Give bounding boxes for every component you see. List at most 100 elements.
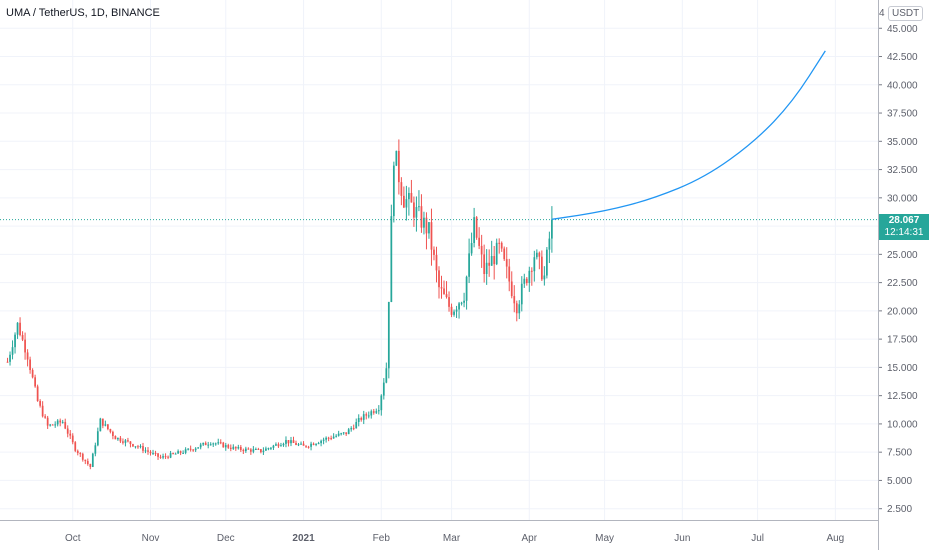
candle-body [177, 451, 179, 454]
candle [380, 394, 383, 416]
candle-body [410, 192, 413, 203]
candle-body [508, 266, 511, 282]
candle-body [408, 192, 410, 200]
candle [365, 412, 368, 420]
candle [322, 437, 325, 445]
candle [292, 436, 295, 444]
last-price-tag: 28.067 12:14:31 [879, 213, 929, 240]
x-tick-label: Jun [674, 533, 690, 544]
candle [272, 444, 275, 450]
candle-body [540, 256, 543, 280]
candle [551, 206, 553, 253]
candle-body [46, 417, 49, 426]
candle-body [327, 437, 330, 439]
candle-body [224, 445, 227, 448]
candle-body [463, 300, 465, 303]
candle-body [305, 445, 307, 447]
candle [450, 303, 453, 318]
candle [179, 450, 182, 456]
candle [94, 442, 97, 457]
candle [154, 450, 157, 457]
candle [229, 444, 232, 452]
candle-body [14, 334, 16, 348]
candle [204, 441, 207, 446]
candle [74, 441, 77, 453]
candle [403, 186, 405, 209]
candle [428, 222, 430, 239]
candle-body [39, 400, 42, 406]
candle [360, 416, 363, 422]
candle [418, 190, 420, 212]
candle-body [124, 440, 127, 443]
candle-body [458, 303, 460, 310]
candle [49, 423, 52, 427]
candle [538, 251, 541, 270]
candle [214, 442, 217, 446]
candle [325, 436, 327, 443]
candle-body [510, 281, 513, 297]
candle-body [443, 288, 445, 295]
candle [498, 238, 501, 254]
candle-body [365, 414, 368, 416]
candle-body [468, 253, 470, 277]
y-tick-label: 20.000 [887, 306, 918, 317]
candle [119, 435, 122, 443]
candle-body [84, 459, 87, 462]
candle-body [74, 442, 77, 451]
candle [530, 267, 533, 286]
candle [124, 439, 127, 447]
candle [199, 442, 202, 450]
candle-body [214, 443, 217, 445]
candle-body [154, 452, 157, 454]
candle-body [232, 446, 235, 449]
candle-body [265, 448, 267, 451]
candle-body [425, 217, 428, 234]
symbol-title[interactable]: UMA / TetherUS, 1D, BINANCE [6, 7, 160, 19]
candle [106, 424, 109, 431]
candle-body [488, 262, 491, 266]
candle-body [420, 206, 423, 228]
candle-body [430, 222, 433, 250]
candle [355, 418, 358, 429]
candle-body [515, 303, 518, 314]
candle-body [355, 422, 358, 429]
candle-body [229, 447, 232, 449]
candle-body [81, 453, 84, 460]
x-tick-label: Apr [522, 533, 538, 544]
candle-body [142, 446, 144, 451]
candle [81, 452, 84, 462]
candle-body [64, 421, 67, 429]
candle-body [252, 449, 255, 452]
candle [430, 208, 433, 266]
candle-body [44, 416, 47, 418]
x-tick-label: Oct [65, 533, 81, 544]
candle-body [490, 256, 493, 266]
candle [234, 446, 237, 451]
candle [382, 378, 385, 400]
candle-body [9, 354, 11, 362]
candle-body [29, 359, 31, 371]
candle-body [247, 448, 250, 450]
candle-body [117, 437, 119, 440]
candle [282, 442, 285, 447]
candle [149, 450, 152, 456]
candle [66, 425, 69, 438]
candle [217, 438, 220, 445]
y-tick-label: 32.500 [887, 165, 918, 176]
candle-body [285, 440, 287, 444]
candle [142, 442, 144, 454]
candle-body [194, 448, 197, 451]
candle [312, 442, 315, 446]
currency-unit-badge[interactable]: USDT [888, 6, 924, 21]
candle-body [337, 433, 340, 436]
x-tick-label: 2021 [292, 533, 315, 544]
candle-body [217, 442, 220, 444]
candle [480, 234, 483, 268]
scale-icon[interactable]: 4 [879, 8, 885, 19]
candle-body [132, 444, 134, 447]
candle [227, 443, 230, 449]
candle-body [209, 444, 212, 446]
candle [254, 447, 257, 451]
